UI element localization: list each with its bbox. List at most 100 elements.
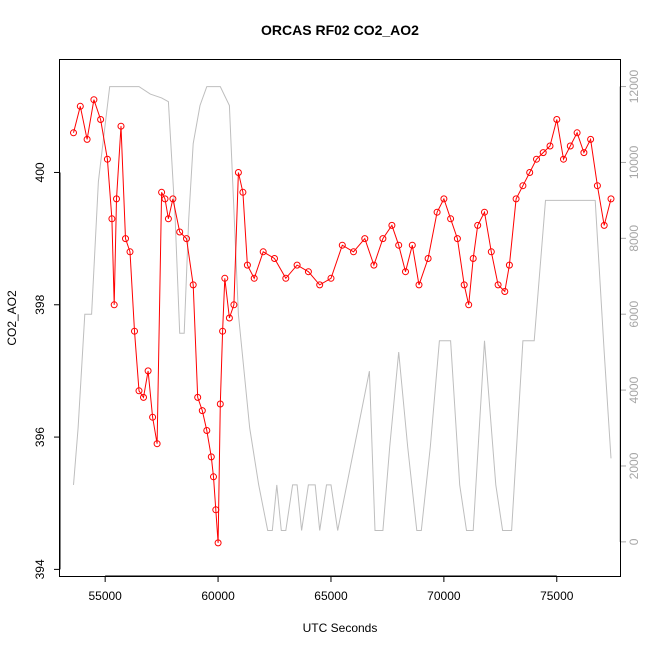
co2-series xyxy=(70,96,615,547)
co2-point xyxy=(259,248,267,256)
co2-point xyxy=(164,215,172,223)
co2-point xyxy=(512,195,520,203)
co2-point xyxy=(361,235,369,243)
co2-point xyxy=(505,261,513,269)
x-tick-label: 65000 xyxy=(314,589,348,603)
co2-point xyxy=(153,440,161,448)
co2-point xyxy=(230,301,238,309)
y-axis: 394 396 398 400 xyxy=(33,162,61,579)
co2-point xyxy=(424,255,432,262)
x-axis-label: UTC Seconds xyxy=(303,621,378,635)
co2-point xyxy=(189,281,197,289)
co2-point xyxy=(440,195,448,203)
x-axis: 55000 60000 65000 70000 75000 xyxy=(88,575,574,603)
co2-point xyxy=(379,235,387,243)
co2-point xyxy=(408,241,416,249)
co2-point xyxy=(395,241,403,249)
co2-line xyxy=(73,99,612,543)
right-tick-label: 2000 xyxy=(627,452,641,479)
co2-point xyxy=(83,135,91,143)
co2-point xyxy=(221,274,229,282)
co2-point xyxy=(117,122,125,130)
co2-point xyxy=(469,255,477,262)
co2-point xyxy=(460,281,468,289)
y-tick-label: 400 xyxy=(33,162,47,182)
right-tick-label: 12000 xyxy=(627,70,641,104)
co2-point xyxy=(560,155,567,163)
co2-point xyxy=(338,241,346,249)
y-axis-label: CO2_AO2 xyxy=(5,290,19,346)
co2-point xyxy=(110,301,118,309)
co2-point xyxy=(415,281,423,289)
co2-point xyxy=(250,274,258,282)
co2-point xyxy=(126,248,134,256)
y-tick-label: 396 xyxy=(33,427,47,447)
co2-point xyxy=(388,221,396,229)
co2-point xyxy=(494,281,502,289)
co2-point xyxy=(144,367,152,375)
co2-point xyxy=(304,268,312,276)
co2-point xyxy=(90,96,98,104)
chart-title: ORCAS RF02 CO2_AO2 xyxy=(261,22,419,38)
x-tick-label: 75000 xyxy=(540,589,574,603)
altitude-line xyxy=(73,86,612,531)
co2-point xyxy=(113,195,120,203)
co2-point xyxy=(573,129,581,137)
co2-point xyxy=(219,327,227,335)
co2-point xyxy=(465,301,473,309)
co2-point xyxy=(216,400,224,408)
co2-point xyxy=(122,235,129,243)
co2-point xyxy=(169,195,177,203)
co2-point xyxy=(593,182,601,190)
co2-point xyxy=(433,208,441,216)
right-tick-label: 4000 xyxy=(627,376,641,403)
x-tick-label: 60000 xyxy=(201,589,235,603)
co2-point xyxy=(519,182,527,190)
co2-point xyxy=(243,261,251,269)
co2-point xyxy=(183,235,190,243)
co2-point xyxy=(526,169,534,176)
co2-point xyxy=(158,188,166,196)
co2-point xyxy=(70,129,77,137)
co2-point xyxy=(481,208,488,216)
x-tick-label: 70000 xyxy=(427,589,461,603)
co2-point xyxy=(607,195,615,203)
co2-point xyxy=(97,116,105,123)
right-axis: 0 2000 4000 6000 8000 10000 12000 xyxy=(619,70,641,545)
co2-point xyxy=(580,149,588,157)
altitude-series xyxy=(73,86,612,531)
co2-point xyxy=(212,506,220,514)
co2-point xyxy=(203,427,211,434)
co2-point xyxy=(453,235,461,243)
co2-point xyxy=(103,155,111,163)
co2-point xyxy=(587,135,595,143)
co2-point xyxy=(210,473,217,481)
co2-point xyxy=(161,195,169,203)
right-tick-label: 0 xyxy=(627,538,641,545)
co2-point xyxy=(600,221,608,229)
co2-point xyxy=(131,327,138,335)
co2-point xyxy=(327,274,335,282)
co2-point xyxy=(140,393,147,401)
co2-point xyxy=(239,188,247,196)
co2-point xyxy=(474,221,482,229)
co2-point xyxy=(447,215,455,223)
co2-point xyxy=(108,215,116,223)
co2-point xyxy=(566,142,574,150)
co2-point xyxy=(271,255,278,262)
co2-point xyxy=(533,155,540,163)
co2-point xyxy=(207,453,215,461)
co2-point xyxy=(350,248,357,256)
plot-frame xyxy=(59,59,621,577)
co2-point xyxy=(546,142,554,150)
co2-point xyxy=(76,102,84,110)
co2-point xyxy=(553,116,561,123)
y-tick-label: 394 xyxy=(33,559,47,579)
y-tick-label: 398 xyxy=(33,294,47,314)
co2-point xyxy=(402,268,409,276)
co2-point xyxy=(316,281,324,289)
right-tick-label: 6000 xyxy=(627,301,641,328)
co2-point xyxy=(234,169,242,176)
co2-point xyxy=(135,387,143,395)
